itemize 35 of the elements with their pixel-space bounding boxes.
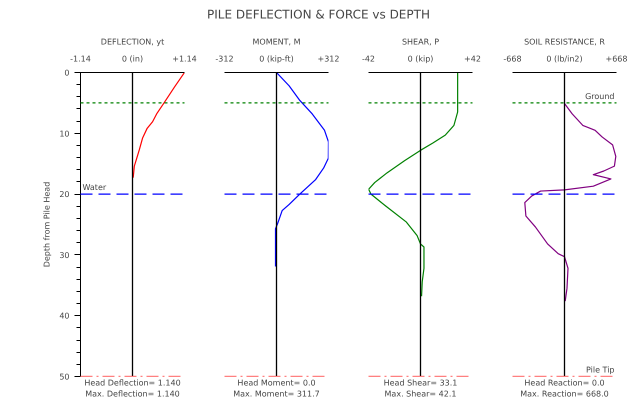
x-tick-label: +1.14 xyxy=(172,54,197,64)
text: Head Deflection= 1.140 xyxy=(84,378,181,388)
ref-line-label: Pile Tip xyxy=(586,366,614,374)
x-tick-label: 0 (lb/in2) xyxy=(546,54,583,64)
text: Max. Moment= 311.7 xyxy=(233,390,320,398)
x-tick-label: +668 xyxy=(606,54,628,64)
chart-title: SHEAR, P xyxy=(402,38,440,46)
chart-title: SOIL RESISTANCE, R xyxy=(524,38,606,46)
chart-title: DEFLECTION, yt xyxy=(100,38,164,46)
ref-line-label: Ground xyxy=(585,92,615,101)
y-tick-label: 40 xyxy=(59,312,70,321)
text: Max. Reaction= 668.0 xyxy=(520,390,609,398)
y-tick-label: 20 xyxy=(59,190,70,200)
text: Max. Deflection= 1.140 xyxy=(85,390,180,398)
ref-line-label: Water xyxy=(82,183,107,192)
text: PILE DEFLECTION & FORCE vs DEPTH xyxy=(207,8,430,22)
x-tick-label: 0 (kip-ft) xyxy=(259,54,294,64)
y-tick-label: 30 xyxy=(59,250,70,260)
text: Head Shear= 33.1 xyxy=(384,378,458,388)
y-tick-label: 10 xyxy=(59,129,70,138)
text: Head Reaction= 0.0 xyxy=(524,378,605,388)
x-tick-label: 0 (kip) xyxy=(408,54,434,64)
x-tick-label: -42 xyxy=(362,54,376,64)
x-tick-label: +42 xyxy=(464,54,481,64)
x-tick-label: +312 xyxy=(318,54,340,64)
x-tick-label: -1.14 xyxy=(70,54,91,64)
x-tick-label: 0 (in) xyxy=(122,54,144,64)
y-axis-title: Depth from Pile Head xyxy=(42,182,52,268)
text: Max. Shear= 42.1 xyxy=(384,390,456,398)
chart-title: MOMENT, M xyxy=(252,38,301,46)
text: Head Moment= 0.0 xyxy=(237,378,316,388)
x-tick-label: -312 xyxy=(215,54,234,64)
x-tick-label: -668 xyxy=(503,54,522,64)
y-tick-label: 50 xyxy=(59,372,70,382)
y-tick-label: 0 xyxy=(64,68,70,78)
